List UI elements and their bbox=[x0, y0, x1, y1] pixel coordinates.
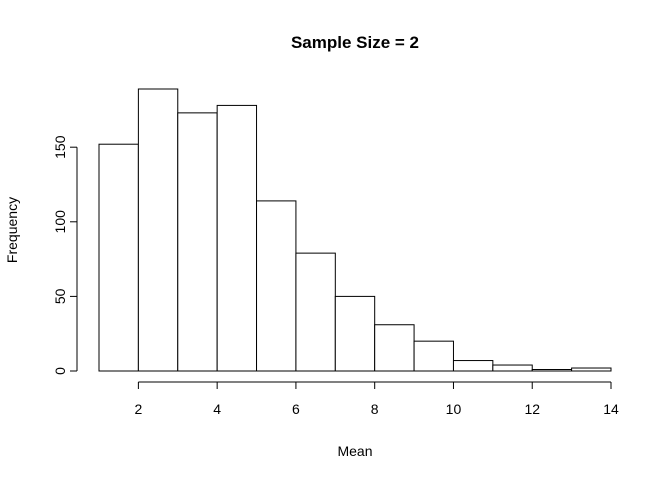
x-axis-label: Mean bbox=[337, 443, 372, 459]
histogram-bar-4 bbox=[216, 104, 258, 372]
x-tick-label: 8 bbox=[371, 401, 379, 417]
x-tick-label: 10 bbox=[446, 401, 462, 417]
histogram-bar-2 bbox=[137, 88, 179, 372]
y-axis-label: Frequency bbox=[4, 197, 20, 263]
histogram-bar-7 bbox=[334, 295, 376, 372]
y-tick-label: 0 bbox=[52, 367, 68, 375]
x-tick-label: 12 bbox=[524, 401, 540, 417]
histogram-bar-8 bbox=[374, 324, 415, 372]
histogram-bar-3 bbox=[177, 112, 218, 372]
chart-title: Sample Size = 2 bbox=[291, 33, 419, 52]
histogram-bar-10 bbox=[452, 360, 494, 372]
x-tick-label: 14 bbox=[603, 401, 619, 417]
bars-group bbox=[98, 88, 612, 372]
x-tick-label: 6 bbox=[292, 401, 300, 417]
histogram-bar-11 bbox=[492, 364, 533, 372]
x-tick-label: 2 bbox=[134, 401, 142, 417]
x-axis: 2 4 6 8 10 12 14 bbox=[134, 381, 619, 417]
y-tick-label: 150 bbox=[52, 135, 68, 159]
histogram-bar-9 bbox=[413, 340, 454, 372]
histogram-bar-6 bbox=[295, 252, 336, 372]
histogram-bar-13 bbox=[571, 367, 612, 372]
histogram-bar-1 bbox=[98, 143, 139, 372]
x-tick-label: 4 bbox=[213, 401, 221, 417]
histogram-bar-12 bbox=[531, 369, 573, 372]
y-axis: 0 50 100 150 bbox=[52, 135, 78, 375]
y-tick-label: 100 bbox=[52, 210, 68, 234]
histogram-bar-5 bbox=[256, 200, 297, 372]
y-tick-label: 50 bbox=[52, 288, 68, 304]
